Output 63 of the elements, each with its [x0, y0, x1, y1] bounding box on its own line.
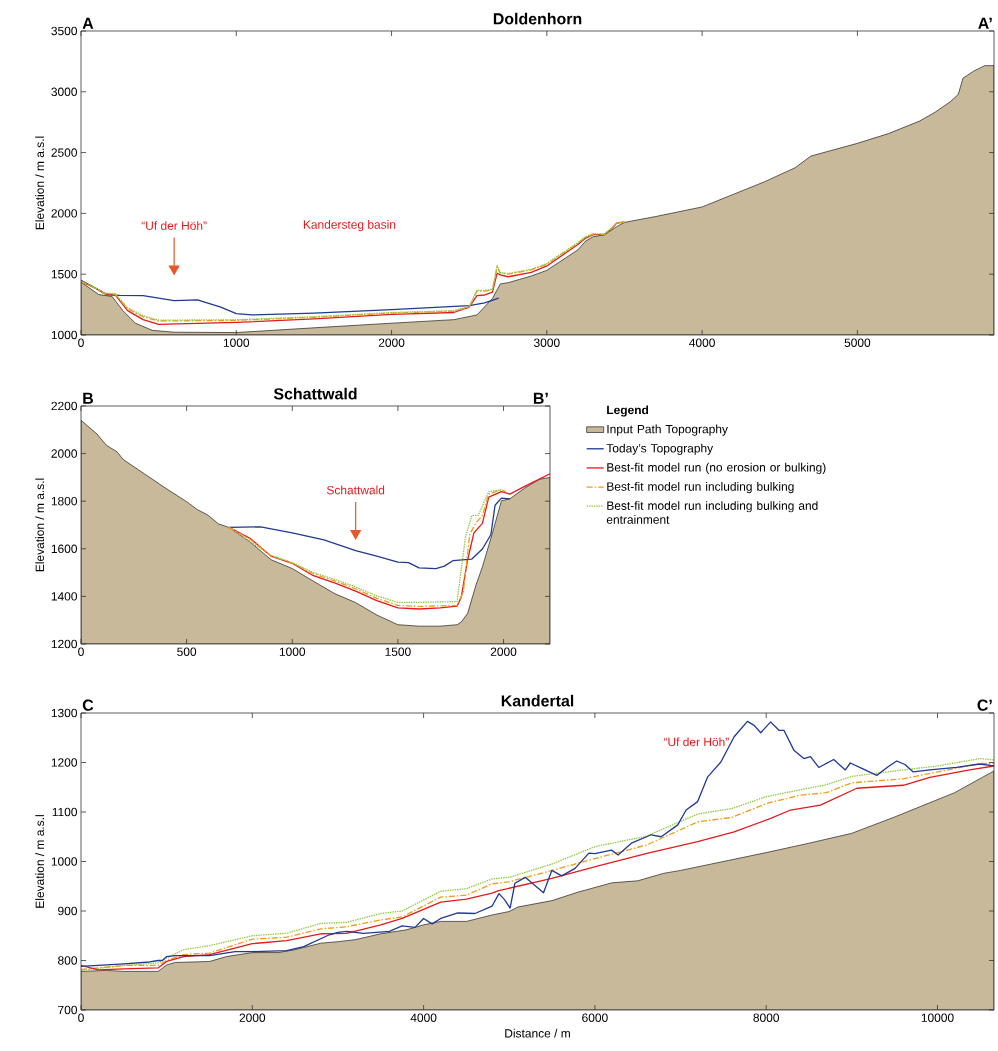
text: C’ — [977, 699, 992, 711]
text: C — [82, 699, 94, 711]
y-tick-label: 1100 — [52, 807, 78, 817]
x-tick-label: 1000 — [223, 338, 250, 347]
text: B’ — [533, 392, 548, 404]
line-series — [228, 473, 550, 610]
y-tick-label: 1800 — [51, 496, 78, 506]
x-axis-title: Distance / m — [505, 1028, 570, 1038]
y-tick-label: 900 — [58, 906, 78, 916]
annotation: Kandersteg basin — [303, 219, 396, 232]
line-series — [81, 279, 500, 316]
legend-label: Best-fit model run including bulking and entrainment — [606, 501, 818, 524]
line-series — [81, 720, 995, 968]
x-tick-label: 1000 — [279, 647, 306, 656]
chart-title: Kandertal — [501, 694, 574, 707]
x-tick-label: 2000 — [239, 1013, 266, 1022]
x-tick-label: 0 — [78, 338, 84, 347]
y-tick-label: 1600 — [51, 544, 78, 554]
legend-title: Legend — [607, 405, 649, 417]
y-axis-title: Elevation / m a.s.l — [35, 136, 45, 230]
annotation: “Uf der Höh” — [663, 737, 729, 747]
x-tick-label: 500 — [177, 647, 197, 656]
text: A’ — [978, 17, 992, 29]
x-tick-label: 4000 — [410, 1013, 437, 1022]
y-tick-label: 2500 — [51, 148, 78, 157]
y-tick-label: 700 — [58, 1005, 78, 1015]
x-tick-label: 8000 — [753, 1013, 780, 1022]
y-tick-label: 1300 — [51, 708, 78, 718]
y-tick-label: 1000 — [51, 857, 78, 866]
chart-title: Doldenhorn — [493, 12, 582, 25]
chart-title: Schattwald — [273, 387, 357, 400]
y-tick-label: 1500 — [51, 269, 78, 279]
legend-label: Best-fit model run (no erosion or bulking) — [607, 462, 826, 474]
legend-label: Best-fit model run including bulking — [607, 481, 794, 494]
y-tick-label: 2000 — [51, 449, 78, 458]
y-tick-label: 1200 — [51, 758, 78, 767]
y-tick-label: 1200 — [51, 639, 78, 649]
y-tick-label: 3000 — [51, 87, 78, 97]
x-tick-label: 10000 — [921, 1013, 954, 1022]
x-tick-label: 0 — [78, 647, 84, 656]
legend-label: Input Path Topography — [607, 424, 728, 436]
text: B — [83, 392, 93, 404]
y-axis-title: Elevation / m a.s.l — [35, 815, 45, 908]
legend-label: Today’s Topography — [606, 443, 714, 455]
x-tick-label: 5000 — [844, 338, 871, 347]
annotation: “Uf der Höh” — [141, 221, 207, 230]
x-tick-label: 0 — [78, 1013, 84, 1022]
line-series — [228, 497, 511, 570]
text: A — [82, 17, 94, 29]
x-tick-label: 6000 — [582, 1013, 608, 1022]
y-axis-title: Elevation / m a.s.l — [35, 478, 45, 572]
y-tick-label: 1000 — [51, 330, 78, 340]
y-tick-label: 1400 — [51, 592, 78, 601]
x-tick-label: 2000 — [490, 647, 517, 656]
x-tick-label: 3000 — [533, 338, 560, 347]
y-tick-label: 800 — [58, 956, 78, 965]
y-tick-label: 2200 — [51, 401, 78, 411]
y-tick-label: 2000 — [51, 209, 78, 218]
x-tick-label: 2000 — [378, 338, 405, 347]
x-tick-label: 4000 — [689, 338, 715, 347]
x-tick-label: 1500 — [385, 647, 411, 656]
annotation: Schattwald — [326, 485, 385, 495]
y-tick-label: 3500 — [51, 26, 78, 36]
